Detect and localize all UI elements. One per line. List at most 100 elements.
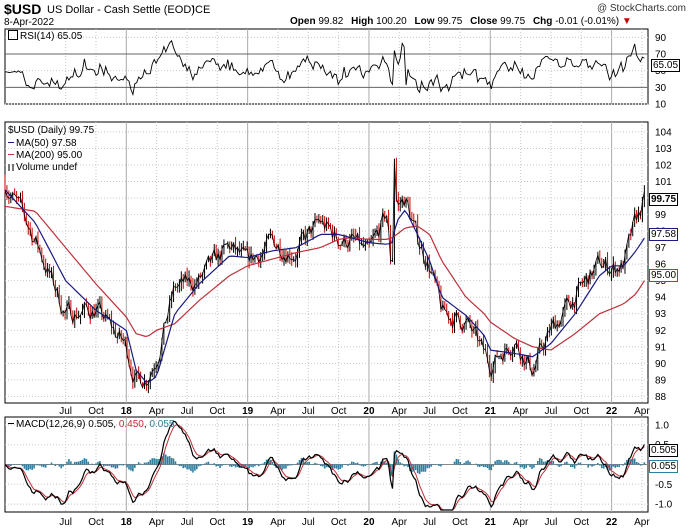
- x-tick-label: Apr: [149, 517, 165, 528]
- x-tick-label: Jul: [59, 406, 72, 417]
- price-current-marker: 99.75: [649, 193, 679, 206]
- x-tick-label: Apr: [634, 406, 650, 417]
- x-tick-label: Jul: [423, 517, 436, 528]
- price-y-tick-label: 102: [655, 160, 672, 171]
- price-y-tick-label: 89: [655, 375, 667, 386]
- open-value: 99.82: [318, 16, 344, 27]
- x-tick-label: Jul: [545, 517, 558, 528]
- rsi-y-tick-label: 90: [655, 33, 667, 44]
- exchange: ICE: [192, 4, 211, 16]
- low-value: 99.75: [437, 16, 463, 27]
- price-y-tick-label: 88: [655, 392, 667, 403]
- x-tick-label: Apr: [392, 517, 408, 528]
- x-tick-label: Apr: [270, 517, 286, 528]
- x-tick-label: Jul: [423, 406, 436, 417]
- price-y-tick-label: 91: [655, 342, 667, 353]
- symbol: $USD: [4, 1, 42, 17]
- price-y-tick-label: 99: [655, 210, 667, 221]
- price-y-tick-label: 90: [655, 359, 667, 370]
- rsi-y-tick-label: 70: [655, 50, 667, 61]
- ohlc-bar: Open 99.82 High 100.20 Low 99.75 Close 9…: [290, 16, 632, 27]
- macd-y-tick-label: -0.5: [655, 480, 673, 491]
- low-label: Low: [414, 16, 435, 27]
- x-tick-label: Oct: [331, 517, 347, 528]
- price-y-tick-label: 97: [655, 243, 667, 254]
- price-y-tick-label: 104: [655, 127, 672, 138]
- price-y-tick-label: 93: [655, 309, 667, 320]
- price-y-tick-label: 94: [655, 293, 667, 304]
- price-y-tick-label: 92: [655, 326, 667, 337]
- down-arrow-icon: ▼: [621, 16, 632, 27]
- ma200-current-marker: 95.00: [649, 269, 679, 282]
- x-tick-label: 18: [121, 406, 133, 417]
- x-tick-label: Oct: [210, 517, 226, 528]
- x-tick-label: Oct: [573, 517, 589, 528]
- x-tick-label: Apr: [270, 406, 286, 417]
- x-tick-label: Oct: [210, 406, 226, 417]
- high-label: High: [351, 16, 374, 27]
- x-tick-label: Apr: [392, 406, 408, 417]
- chart-date: 8-Apr-2022: [4, 17, 55, 28]
- x-tick-label: Jul: [181, 406, 194, 417]
- chg-label: Chg: [532, 16, 553, 27]
- macd-y-tick-label: -1.0: [655, 500, 673, 511]
- ma200-line: [4, 205, 645, 351]
- ma50-line: [4, 189, 645, 383]
- macd-title: MACD(12,26,9) 0.505, 0.450, 0.055: [8, 419, 174, 430]
- x-tick-label: 21: [485, 517, 497, 528]
- x-tick-label: Jul: [302, 406, 315, 417]
- signal-value: 0.450: [118, 419, 144, 430]
- x-tick-label: 22: [606, 406, 618, 417]
- x-tick-label: Jul: [59, 517, 72, 528]
- x-tick-label: Oct: [452, 406, 468, 417]
- rsi-panel-frame: [4, 28, 649, 105]
- x-tick-label: 21: [485, 406, 497, 417]
- macd-signal-line: [4, 424, 645, 511]
- x-tick-label: Oct: [331, 406, 347, 417]
- high-value: 100.20: [376, 16, 407, 27]
- x-tick-label: Oct: [452, 517, 468, 528]
- macd-current-marker: 0.505: [649, 444, 679, 457]
- rsi-y-tick-label: 30: [655, 83, 667, 94]
- close-label: Close: [470, 16, 498, 27]
- macd-y-tick-label: 1.0: [655, 420, 669, 431]
- instrument-name: US Dollar - Cash Settle (EOD): [47, 4, 195, 16]
- volume-bars-icon: [8, 164, 14, 171]
- x-tick-label: Apr: [513, 517, 529, 528]
- macd-value: 0.505: [88, 419, 114, 430]
- close-value: 99.75: [500, 16, 526, 27]
- x-tick-label: 22: [606, 517, 618, 528]
- rsi-current-marker: 65.05: [651, 59, 681, 72]
- x-tick-label: Oct: [88, 517, 104, 528]
- x-tick-label: 20: [363, 406, 375, 417]
- open-label: Open: [290, 16, 316, 27]
- ma50-legend: MA(50) 97.58: [8, 138, 77, 149]
- price-panel-frame: [4, 121, 649, 404]
- x-tick-label: 19: [242, 517, 254, 528]
- volume-legend: Volume undef: [8, 162, 77, 173]
- x-tick-label: Jul: [302, 517, 315, 528]
- price-title: $USD (Daily) 99.75: [8, 125, 95, 136]
- ma50-current-marker: 97.58: [649, 228, 679, 241]
- x-tick-label: Jul: [545, 406, 558, 417]
- x-tick-label: 18: [121, 517, 133, 528]
- x-tick-label: 19: [242, 406, 254, 417]
- x-tick-label: Apr: [634, 517, 650, 528]
- x-tick-label: 20: [363, 517, 375, 528]
- ma50-swatch-icon: [8, 142, 14, 143]
- rsi-line: [4, 39, 645, 97]
- price-close-line: [4, 161, 645, 389]
- price-y-tick-label: 101: [655, 177, 672, 188]
- price-y-tick-label: 103: [655, 144, 672, 155]
- rsi-y-tick-label: 10: [655, 100, 667, 111]
- x-tick-label: Oct: [573, 406, 589, 417]
- macd-line: [4, 420, 645, 511]
- ma200-legend: MA(200) 95.00: [8, 150, 82, 161]
- x-tick-label: Jul: [181, 517, 194, 528]
- x-tick-label: Oct: [88, 406, 104, 417]
- ma200-swatch-icon: [8, 154, 14, 155]
- chg-value: -0.01 (-0.01%): [555, 16, 620, 27]
- copyright: @ StockCharts.com: [596, 3, 686, 14]
- histogram-value: 0.055: [149, 419, 175, 430]
